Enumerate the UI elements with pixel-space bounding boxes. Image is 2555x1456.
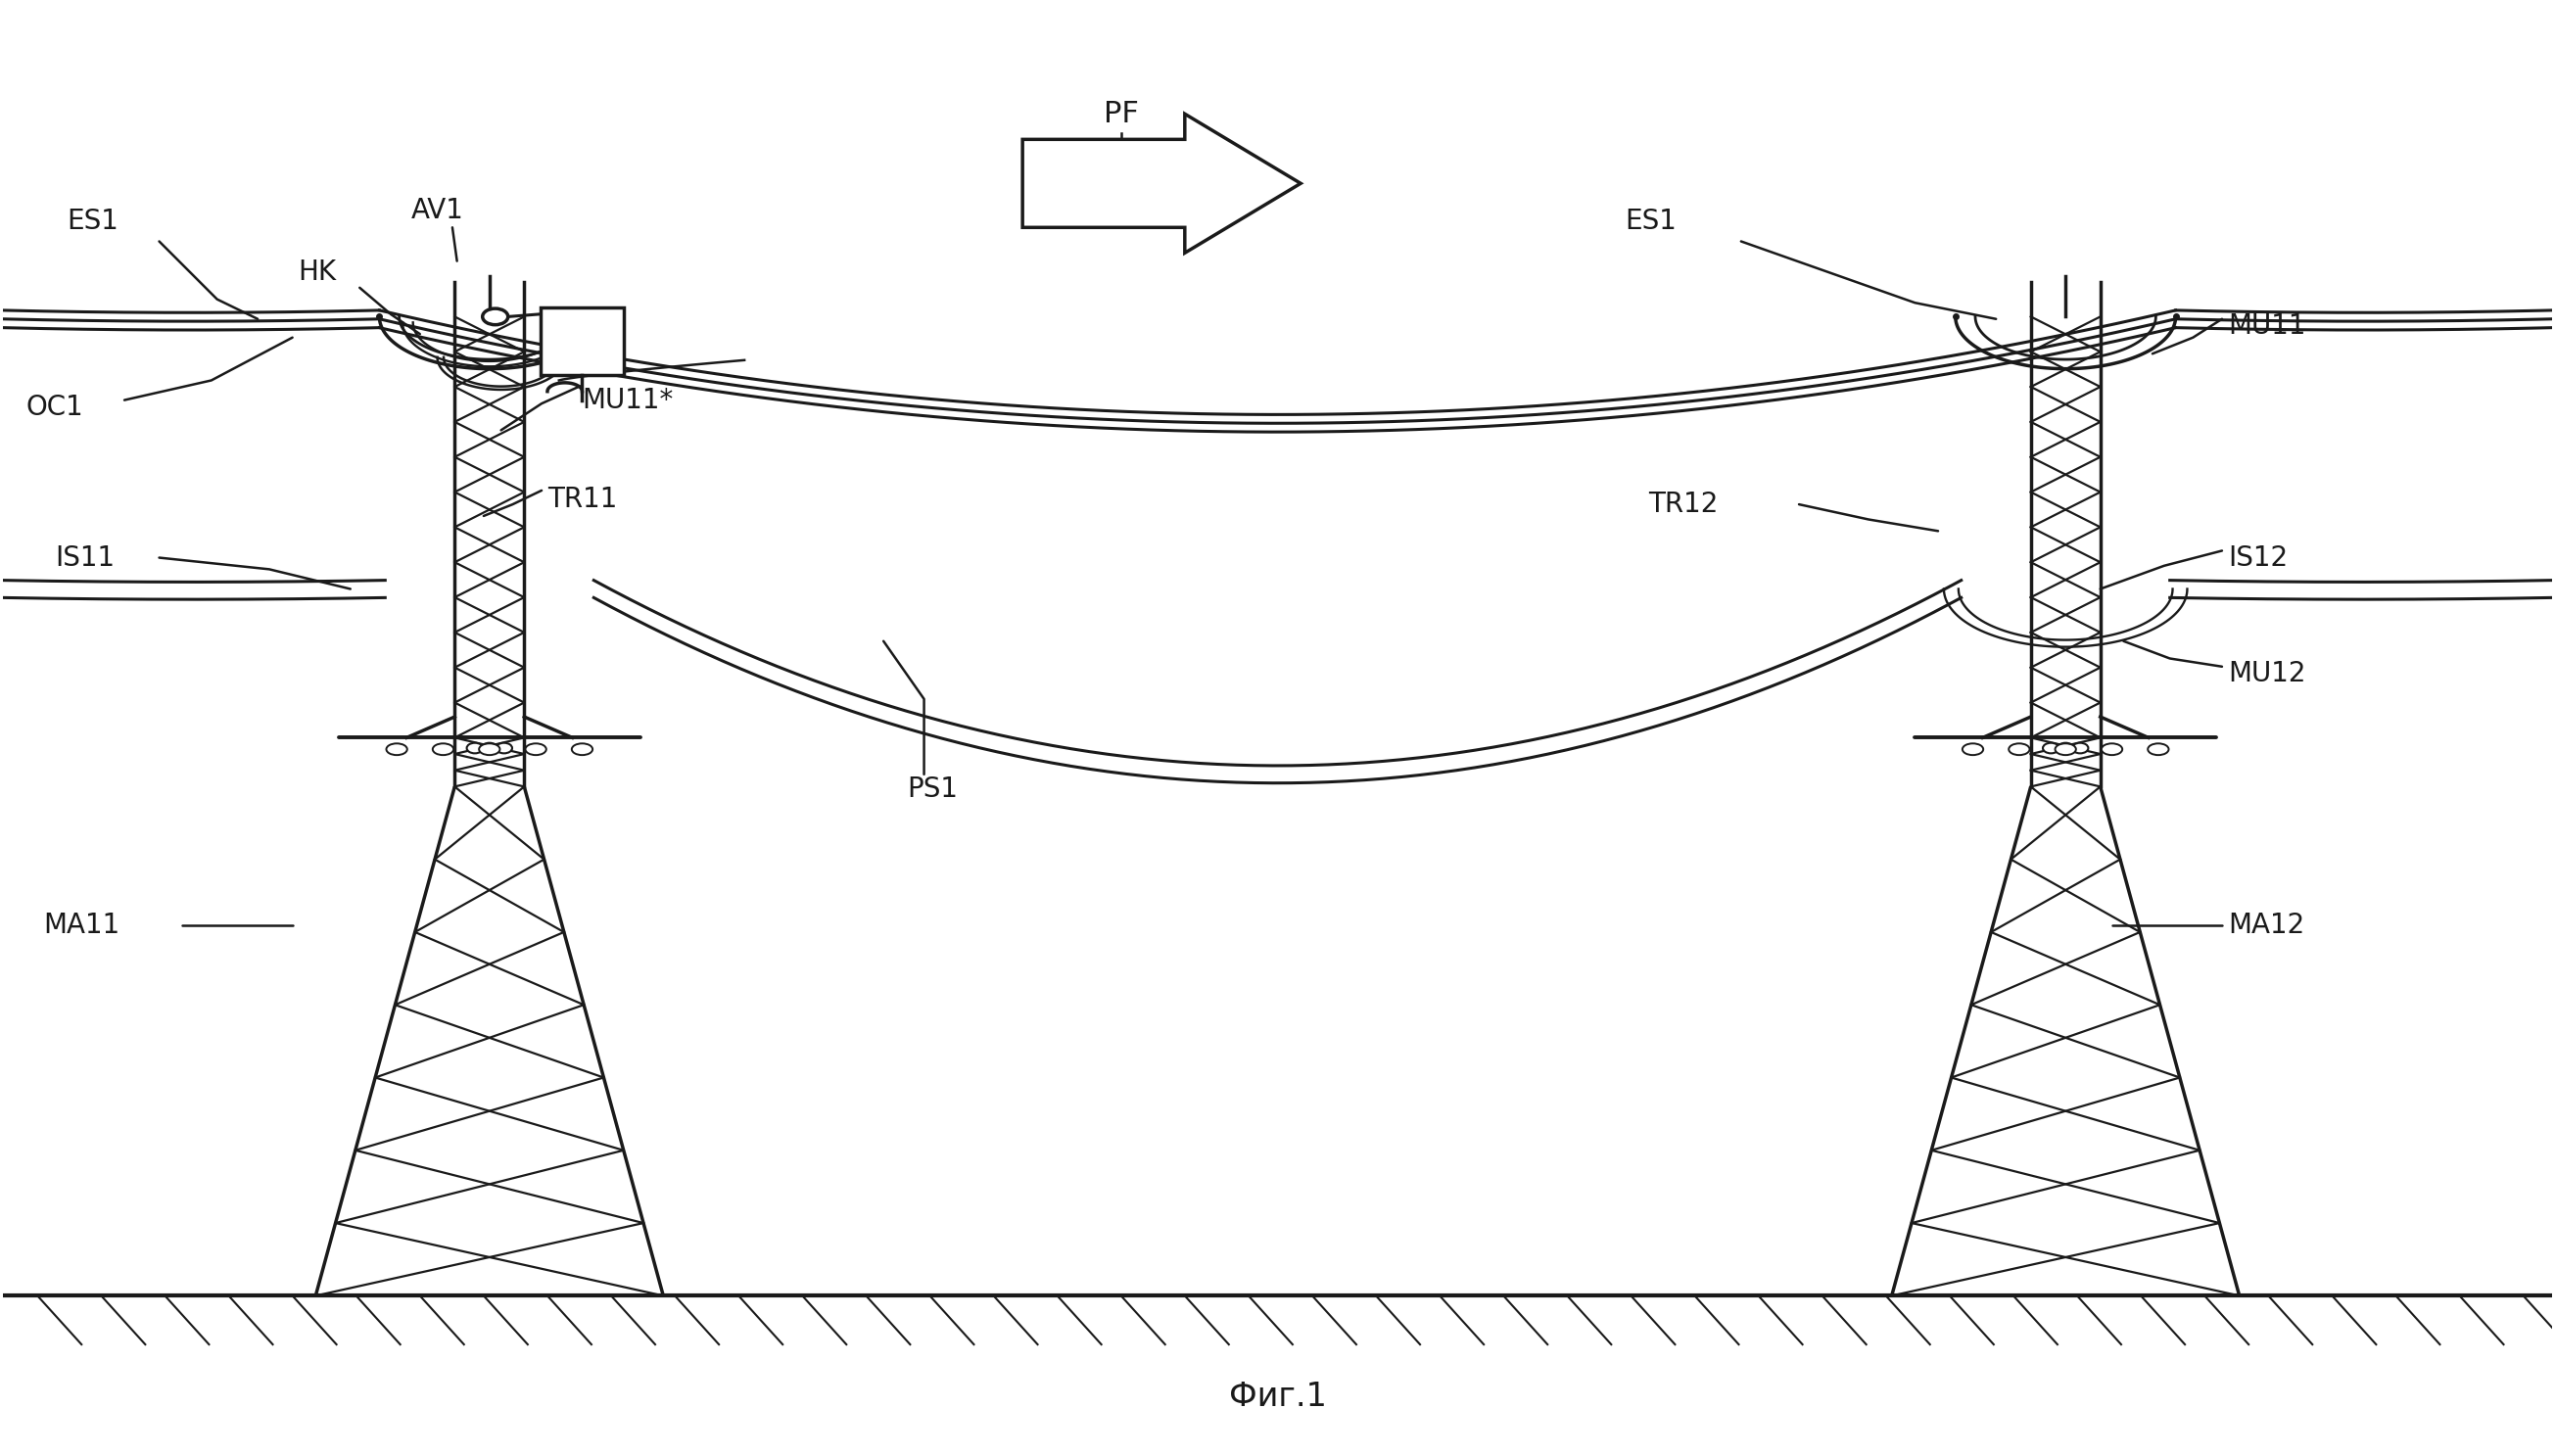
Ellipse shape [2044, 743, 2059, 753]
Ellipse shape [386, 744, 406, 756]
Bar [542, 307, 623, 374]
Text: ES1: ES1 [1625, 208, 1676, 236]
Ellipse shape [468, 743, 483, 753]
Text: MA12: MA12 [2228, 911, 2305, 939]
Ellipse shape [2054, 744, 2077, 756]
Text: MU11*: MU11* [583, 386, 675, 414]
Text: MU11: MU11 [2228, 312, 2305, 339]
Text: IS11: IS11 [54, 545, 115, 571]
Text: Фиг.1: Фиг.1 [1229, 1380, 1326, 1412]
Ellipse shape [496, 743, 511, 753]
Ellipse shape [483, 309, 508, 325]
Text: MA11: MA11 [43, 911, 120, 939]
Ellipse shape [480, 743, 498, 753]
Ellipse shape [526, 744, 547, 756]
Text: OC1: OC1 [26, 393, 84, 421]
Text: PS1: PS1 [907, 776, 958, 804]
Ellipse shape [432, 744, 455, 756]
Text: AV1: AV1 [411, 197, 462, 224]
Ellipse shape [2008, 744, 2029, 756]
Text: TR12: TR12 [1648, 491, 1720, 518]
Text: HK: HK [299, 259, 337, 287]
Polygon shape [1022, 114, 1300, 253]
Ellipse shape [1962, 744, 1983, 756]
Ellipse shape [572, 744, 593, 756]
Text: MU12: MU12 [2228, 660, 2305, 687]
Ellipse shape [478, 744, 501, 756]
Text: PF: PF [1104, 99, 1140, 128]
Text: TR11: TR11 [547, 486, 618, 514]
Ellipse shape [2100, 744, 2123, 756]
Ellipse shape [2057, 743, 2075, 753]
Ellipse shape [2149, 744, 2169, 756]
Text: IS12: IS12 [2228, 545, 2287, 571]
Text: ES1: ES1 [66, 208, 118, 236]
Ellipse shape [2072, 743, 2087, 753]
